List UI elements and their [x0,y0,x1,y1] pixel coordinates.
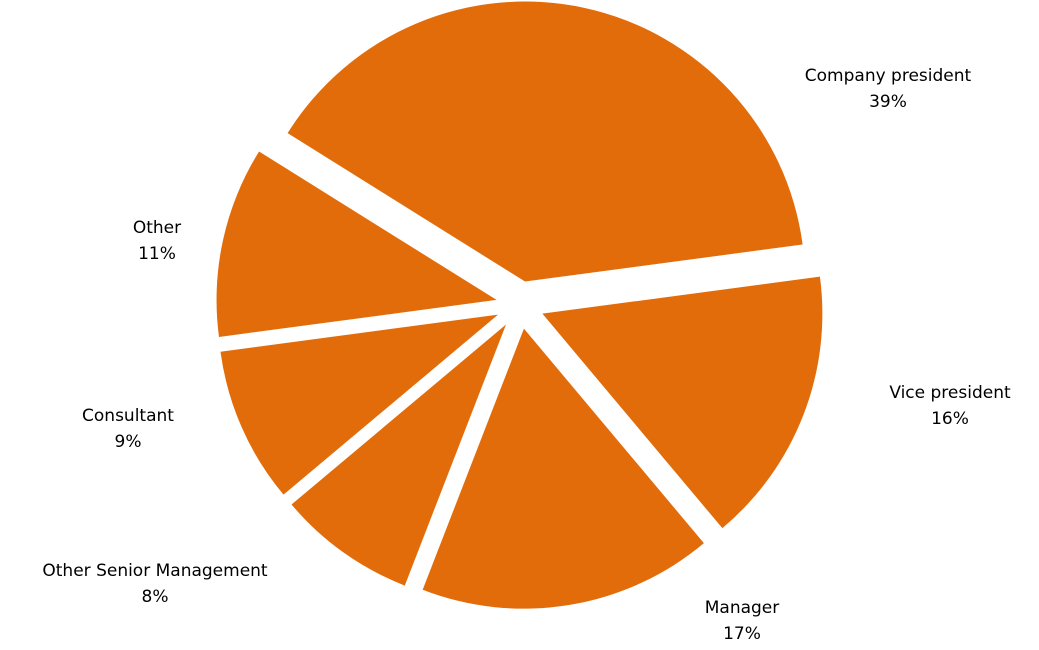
pie-slice [422,328,704,609]
pie-slice [216,151,497,337]
pie-slice [291,324,507,586]
slice-label: Other [133,218,181,238]
slice-value-label: 17% [723,624,761,644]
slice-value-label: 39% [869,92,907,112]
pie-slice [220,314,499,495]
slice-label: Other Senior Management [42,561,268,581]
slice-label: Manager [705,598,780,618]
slice-value-label: 11% [138,244,176,264]
slice-value-label: 9% [115,432,142,452]
pie-slice [542,276,823,529]
slice-label: Vice president [889,383,1011,403]
slice-value-label: 16% [931,409,969,429]
slice-label: Company president [805,66,972,86]
pie-slice [287,1,803,282]
slice-label: Consultant [82,406,174,426]
slice-value-label: 8% [142,587,169,607]
